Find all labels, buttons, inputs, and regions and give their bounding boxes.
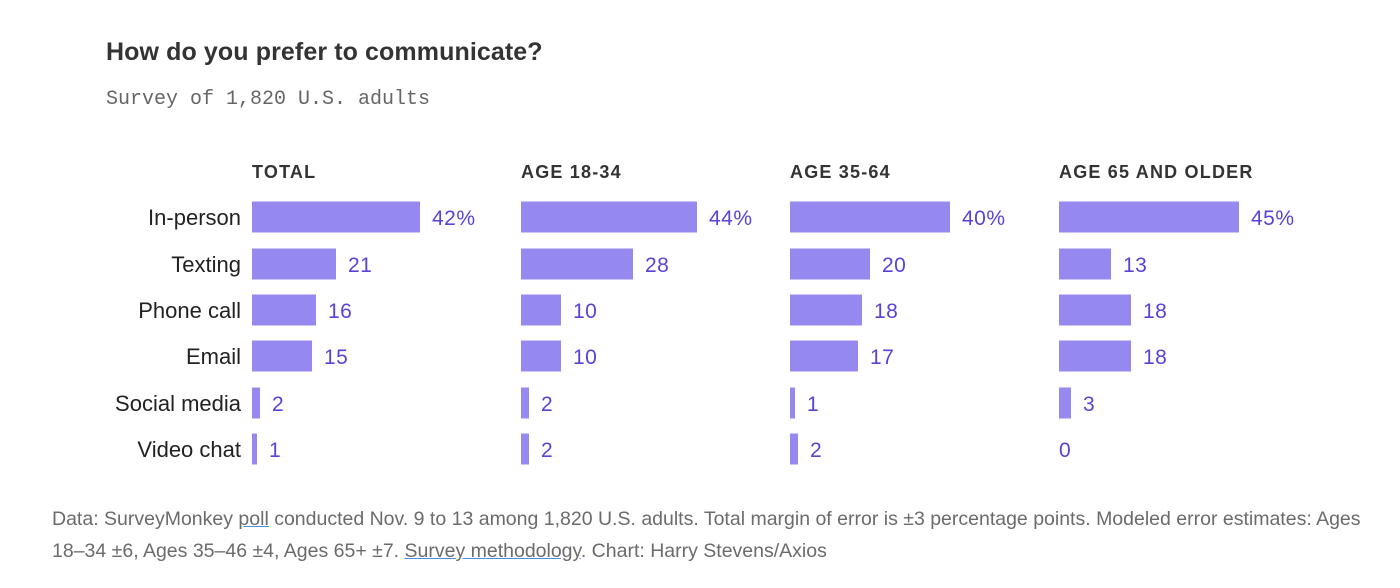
bar: [790, 340, 858, 372]
data-label: 1: [807, 393, 819, 416]
bar: [790, 248, 870, 280]
data-label: 3: [1083, 393, 1095, 416]
bar: [521, 433, 529, 465]
bar: [790, 387, 795, 419]
bar: [790, 201, 950, 233]
bar: [252, 294, 316, 326]
data-label: 16: [328, 300, 352, 323]
data-label: 10: [573, 346, 597, 369]
panel-header: AGE 65 AND OLDER: [1059, 162, 1254, 182]
bar: [252, 387, 260, 419]
panel-header: AGE 35-64: [790, 162, 891, 182]
data-label: 2: [541, 439, 553, 462]
data-label: 28: [645, 254, 669, 277]
bar: [521, 294, 561, 326]
bar: [252, 433, 257, 465]
chart-subtitle: Survey of 1,820 U.S. adults: [106, 88, 431, 111]
bar: [252, 201, 420, 233]
data-label: 42%: [432, 207, 476, 230]
data-label: 18: [1143, 300, 1167, 323]
category-label: In-person: [148, 205, 241, 230]
bar: [252, 248, 336, 280]
panel-header: TOTAL: [252, 162, 316, 182]
data-label: 2: [810, 439, 822, 462]
bar: [521, 340, 561, 372]
bar: [521, 248, 633, 280]
footer-text-1: Data: SurveyMonkey: [52, 508, 239, 530]
category-label: Texting: [171, 252, 241, 277]
data-label: 44%: [709, 207, 753, 230]
data-label: 21: [348, 254, 372, 277]
bar: [1059, 387, 1071, 419]
data-label: 2: [272, 393, 284, 416]
data-label: 10: [573, 300, 597, 323]
data-label: 45%: [1251, 207, 1295, 230]
bar: [521, 387, 529, 419]
bar: [1059, 201, 1239, 233]
data-label: 0: [1059, 439, 1071, 462]
bar: [1059, 294, 1131, 326]
chart-title: How do you prefer to communicate?: [106, 38, 543, 66]
data-label: 17: [870, 346, 894, 369]
category-label: Video chat: [137, 437, 241, 462]
bar: [790, 294, 862, 326]
bar: [790, 433, 798, 465]
category-label: Email: [186, 344, 241, 369]
category-label: Phone call: [138, 298, 241, 323]
panel-header: AGE 18-34: [521, 162, 622, 182]
data-label: 2: [541, 393, 553, 416]
survey-methodology-link[interactable]: Survey methodology: [404, 540, 581, 562]
poll-link[interactable]: poll: [238, 508, 269, 530]
bar: [252, 340, 312, 372]
bar: [1059, 248, 1111, 280]
chart-footer: Data: SurveyMonkey poll conducted Nov. 9…: [52, 503, 1372, 567]
data-label: 40%: [962, 207, 1006, 230]
data-label: 20: [882, 254, 906, 277]
chart-canvas: In-person Texting Phone call Email Social me…: [115, 162, 1295, 465]
footer-text-2: conducted Nov. 9 to 13 among 1,820 U.S. …: [52, 508, 1361, 562]
category-label: Social media: [115, 391, 242, 416]
bar: [1059, 340, 1131, 372]
data-label: 18: [1143, 346, 1167, 369]
data-label: 13: [1123, 254, 1147, 277]
footer-text-3: . Chart: Harry Stevens/Axios: [580, 540, 827, 562]
data-label: 15: [324, 346, 348, 369]
bar: [521, 201, 697, 233]
data-label: 1: [269, 439, 281, 462]
data-label: 18: [874, 300, 898, 323]
